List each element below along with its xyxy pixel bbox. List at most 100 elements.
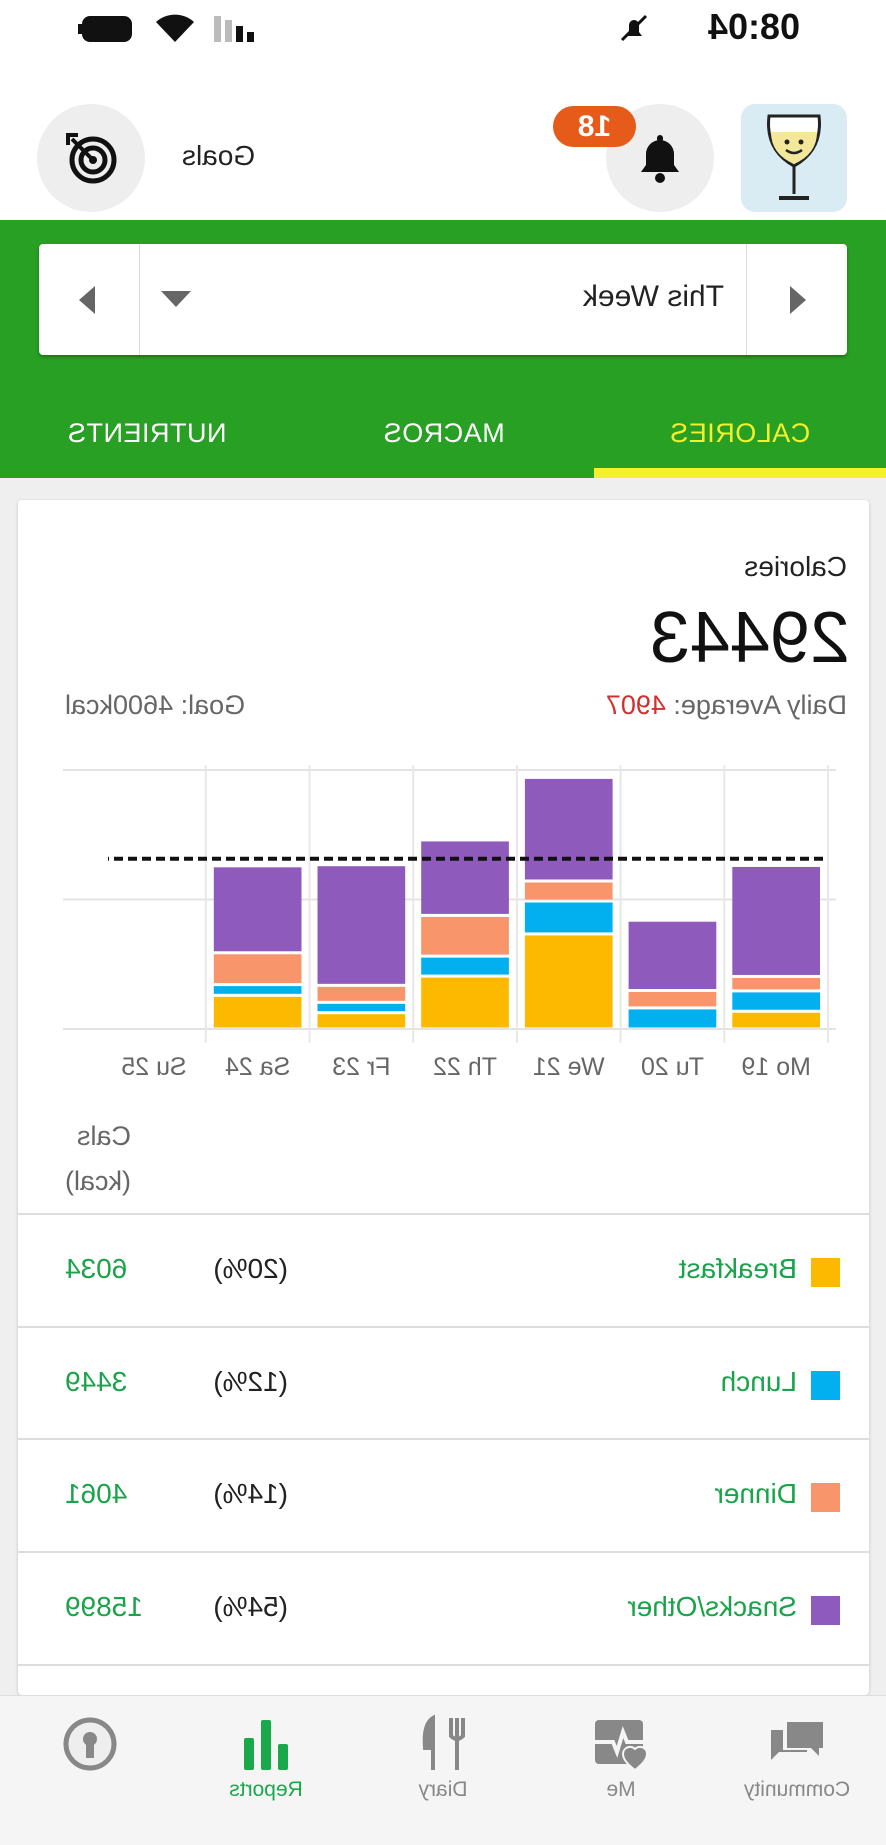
signal-icon (214, 16, 254, 42)
summary-title: Calories (744, 551, 847, 582)
fork-knife-icon (422, 1714, 465, 1770)
daily-average-label: Daily Average: (673, 690, 847, 720)
target-icon (66, 133, 117, 184)
wifi-icon (156, 14, 194, 42)
bar-segment-snacks-other (213, 867, 302, 952)
goals-button[interactable] (37, 104, 145, 212)
legend-swatch (811, 1483, 840, 1512)
nav-label: Reports (229, 1778, 303, 1801)
avatar[interactable] (741, 104, 847, 212)
bar-segment-lunch (213, 986, 302, 994)
divider (18, 1664, 869, 1696)
meal-label: Snacks/Other (627, 1591, 797, 1622)
y-axis-label-line: (kcal) (65, 1166, 131, 1196)
bar-segment-snacks-other (317, 866, 406, 984)
next-week-button[interactable] (38, 244, 140, 355)
meal-percent: (20%) (213, 1253, 288, 1284)
bar-segment-dinner (524, 882, 613, 900)
chevron-right-icon (79, 285, 96, 314)
y-axis-label-line: Cals (76, 1121, 131, 1151)
bar-segment-dinner (213, 954, 302, 984)
bar-segment-breakfast (732, 1012, 820, 1028)
chat-icon (771, 1722, 823, 1760)
legend-swatch (811, 1258, 840, 1287)
bar-segment-lunch (317, 1003, 406, 1012)
legend-swatch (811, 1596, 840, 1625)
calories-chart: Mo 19 Tu 20 We 21 Th 22 Fr 23 Sa 24 Su 25 (63, 765, 836, 1081)
tab-calories[interactable]: CALORIES (669, 417, 811, 448)
nav-reports[interactable]: Reports (181, 1696, 351, 1845)
bar-segment-lunch (421, 957, 509, 975)
x-tick-label: Tu 20 (641, 1053, 704, 1081)
meal-percent: (54%) (213, 1591, 288, 1622)
bottom-nav: Community Me Diary Reports (0, 1695, 886, 1845)
bar-segment-dinner (628, 992, 717, 1007)
nav-diary[interactable]: Diary (358, 1696, 528, 1845)
bar-chart-icon (244, 1720, 288, 1770)
bar-segment-lunch (524, 902, 613, 933)
goal-label: Goal: 4600kcal (65, 690, 246, 720)
date-selector: This Week (38, 244, 847, 355)
bar-segment-snacks-other (628, 921, 717, 990)
nav-me[interactable]: Me (536, 1696, 706, 1845)
nav-label: Diary (418, 1778, 468, 1801)
bar-segment-dinner (732, 977, 820, 990)
nav-label: Me (606, 1778, 636, 1801)
nav-premium[interactable] (5, 1696, 175, 1845)
breakdown-row[interactable]: Dinner (14%) 4061 (18, 1438, 869, 1552)
bar-segment-breakfast (317, 1014, 406, 1028)
breakdown-row[interactable]: Breakfast (20%) 6034 (18, 1213, 869, 1327)
tab-nutrients[interactable]: NUTRIENTS (67, 417, 227, 448)
bell-icon (641, 135, 679, 183)
x-tick-label: We 21 (533, 1053, 605, 1081)
bar-segment-breakfast (524, 935, 613, 1028)
heart-pulse-icon (595, 1720, 649, 1772)
status-bar: 08:04 (0, 0, 886, 60)
premium-badge-icon (63, 1717, 117, 1771)
meal-percent: (14%) (213, 1478, 288, 1509)
meal-label: Dinner (714, 1478, 797, 1509)
battery-icon (78, 16, 132, 42)
header: 18 Goals (0, 60, 886, 220)
breakdown-row[interactable]: Lunch (12%) 3449 (18, 1326, 869, 1440)
mute-icon (620, 14, 648, 42)
x-tick-label: Fr 23 (332, 1053, 390, 1081)
total-calories: 29443 (649, 598, 850, 678)
x-tick-label: Mo 19 (741, 1053, 810, 1081)
bar-segment-snacks-other (421, 841, 509, 914)
date-range-label[interactable]: This Week (582, 280, 724, 313)
dropdown-icon[interactable] (161, 291, 191, 307)
nav-label: Community (743, 1778, 851, 1801)
meal-value: 15899 (65, 1591, 143, 1622)
meal-value: 4061 (65, 1478, 128, 1509)
bar-segment-snacks-other (732, 866, 820, 975)
goals-label[interactable]: Goals (182, 140, 256, 171)
wine-glass-avatar-icon (767, 114, 821, 200)
y-axis-label: Cals (kcal) (65, 1114, 131, 1204)
breakdown-row[interactable]: Snacks/Other (54%) 15899 (18, 1551, 869, 1665)
clock: 08:04 (707, 6, 800, 47)
bar-segment-breakfast (421, 977, 509, 1028)
previous-week-button[interactable] (746, 244, 847, 355)
notification-badge: 18 (553, 106, 636, 147)
nav-community[interactable]: Community (712, 1696, 882, 1845)
x-tick-label: Th 22 (433, 1053, 497, 1081)
meal-percent: (12%) (213, 1366, 288, 1397)
legend-swatch (811, 1371, 840, 1400)
notifications-button[interactable] (606, 104, 714, 212)
chevron-left-icon (790, 285, 806, 314)
meal-label: Lunch (720, 1366, 797, 1397)
x-tick-label: Su 25 (121, 1053, 186, 1081)
tab-macros[interactable]: MACROS (383, 417, 505, 448)
meal-label: Breakfast (678, 1253, 797, 1284)
bar-segment-lunch (628, 1009, 717, 1028)
meal-value: 3449 (65, 1366, 128, 1397)
active-tab-indicator (594, 468, 886, 478)
bar-segment-lunch (732, 992, 820, 1010)
bar-segment-dinner (317, 986, 406, 1001)
bar-segment-snacks-other (524, 778, 613, 880)
meal-value: 6034 (65, 1253, 128, 1284)
bar-segment-breakfast (213, 996, 302, 1028)
daily-average-value: 4907 (605, 690, 666, 720)
x-tick-label: Sa 24 (225, 1053, 290, 1081)
